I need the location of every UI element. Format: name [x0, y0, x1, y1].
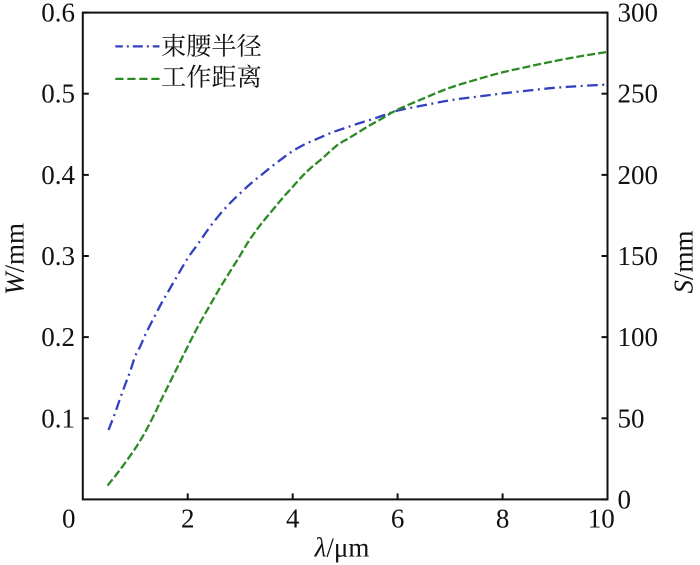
- svg-text:100: 100: [618, 322, 659, 352]
- svg-text:8: 8: [496, 504, 510, 534]
- svg-text:50: 50: [618, 403, 645, 433]
- svg-text:200: 200: [618, 160, 659, 190]
- svg-text:150: 150: [618, 241, 659, 271]
- svg-text:λ/μm: λ/μm: [314, 533, 370, 563]
- svg-text:10: 10: [588, 504, 615, 534]
- svg-text:2: 2: [181, 504, 195, 534]
- svg-text:0.5: 0.5: [41, 79, 75, 109]
- svg-text:0.6: 0.6: [41, 0, 75, 28]
- svg-text:W/mm: W/mm: [0, 223, 30, 295]
- svg-text:6: 6: [391, 504, 405, 534]
- svg-text:300: 300: [618, 0, 659, 28]
- svg-text:0: 0: [618, 484, 632, 514]
- svg-text:4: 4: [286, 504, 300, 534]
- svg-text:0.4: 0.4: [41, 160, 75, 190]
- svg-text:S/mm: S/mm: [669, 230, 699, 293]
- svg-text:0.3: 0.3: [41, 241, 75, 271]
- svg-text:0.2: 0.2: [41, 322, 75, 352]
- svg-text:0.1: 0.1: [41, 403, 75, 433]
- svg-text:0: 0: [62, 504, 76, 534]
- svg-text:250: 250: [618, 79, 659, 109]
